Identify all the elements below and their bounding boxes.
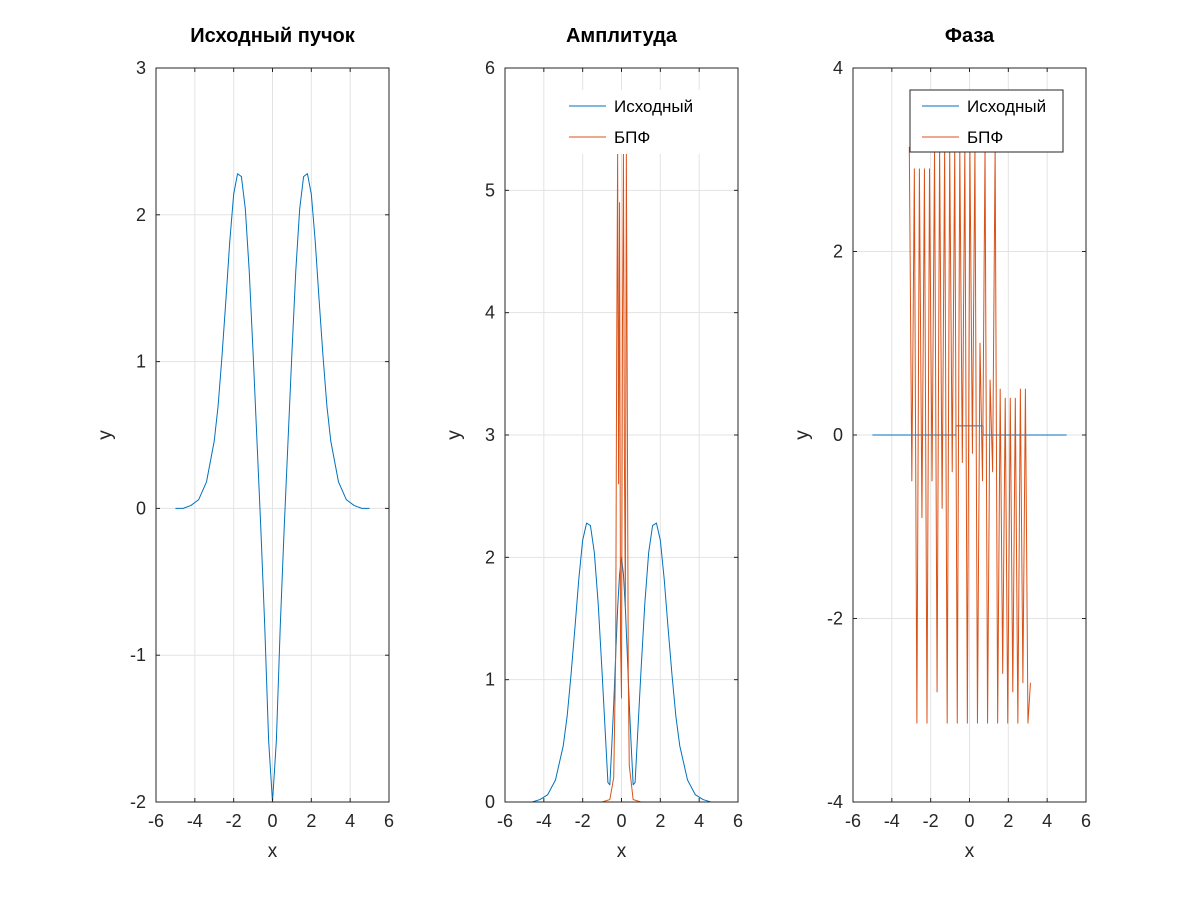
y-tick-label: 0 xyxy=(833,425,843,445)
y-tick-label: -2 xyxy=(827,609,843,629)
legend: Исходный БПФ xyxy=(909,89,1064,153)
x-tick-label: 0 xyxy=(267,811,277,831)
y-tick-label: 4 xyxy=(833,58,843,78)
y-tick-label: 2 xyxy=(485,547,495,567)
y-tick-label: -2 xyxy=(130,792,146,812)
y-axis-label: y xyxy=(792,430,813,440)
y-tick-label: 1 xyxy=(136,352,146,372)
x-axis-label: x xyxy=(965,841,975,862)
y-tick-label: 4 xyxy=(485,303,495,323)
x-tick-label: 4 xyxy=(345,811,355,831)
legend-label: Исходный xyxy=(614,97,693,116)
y-tick-label: 3 xyxy=(485,425,495,445)
legend: Исходный БПФ xyxy=(557,90,715,154)
legend-label: БПФ xyxy=(614,128,650,147)
x-tick-label: 6 xyxy=(733,811,743,831)
x-tick-label: -4 xyxy=(536,811,552,831)
legend-label: БПФ xyxy=(967,128,1003,147)
chart-title: Фаза xyxy=(945,25,995,47)
y-tick-label: 2 xyxy=(833,242,843,262)
y-axis-label: y xyxy=(444,430,465,440)
x-tick-label: -2 xyxy=(923,811,939,831)
x-tick-label: -6 xyxy=(845,811,861,831)
x-tick-label: -6 xyxy=(497,811,513,831)
x-tick-label: -4 xyxy=(884,811,900,831)
x-tick-label: 4 xyxy=(694,811,704,831)
y-tick-label: -4 xyxy=(827,792,843,812)
x-tick-label: 6 xyxy=(384,811,394,831)
x-tick-label: -2 xyxy=(226,811,242,831)
y-tick-label: 0 xyxy=(485,792,495,812)
chart-title: Исходный пучок xyxy=(190,25,356,47)
y-tick-label: 6 xyxy=(485,58,495,78)
x-tick-label: 4 xyxy=(1042,811,1052,831)
series-line-original xyxy=(175,173,370,802)
chart-panel-2: -6 -4 -2 0 2 4 6 0 1 2 3 4 5 6 Амплитуда x y Исходный БПФ xyxy=(444,25,743,862)
y-tick-label: -1 xyxy=(130,645,146,665)
x-tick-label: 2 xyxy=(655,811,665,831)
legend-box xyxy=(557,90,715,154)
x-tick-label: 2 xyxy=(306,811,316,831)
y-tick-label: 2 xyxy=(136,205,146,225)
y-tick-label: 5 xyxy=(485,180,495,200)
x-tick-label: 0 xyxy=(616,811,626,831)
x-tick-label: -4 xyxy=(187,811,203,831)
legend-label: Исходный xyxy=(967,97,1046,116)
chart-title: Амплитуда xyxy=(566,25,678,47)
y-tick-label: 1 xyxy=(485,670,495,690)
legend-box xyxy=(909,89,1064,153)
x-tick-label: 2 xyxy=(1003,811,1013,831)
y-axis-label: y xyxy=(95,430,116,440)
x-tick-label: -2 xyxy=(575,811,591,831)
x-axis-label: x xyxy=(268,841,278,862)
series-line-fft xyxy=(563,153,680,802)
x-tick-label: 6 xyxy=(1081,811,1091,831)
x-axis-label: x xyxy=(617,841,627,862)
y-tick-label: 3 xyxy=(136,58,146,78)
y-tick-label: 0 xyxy=(136,498,146,518)
x-tick-label: 0 xyxy=(964,811,974,831)
chart-panel-1: -6 -4 -2 0 2 4 6 -2 -1 0 1 2 3 Исходный пучок x y xyxy=(95,25,394,862)
x-tick-label: -6 xyxy=(148,811,164,831)
